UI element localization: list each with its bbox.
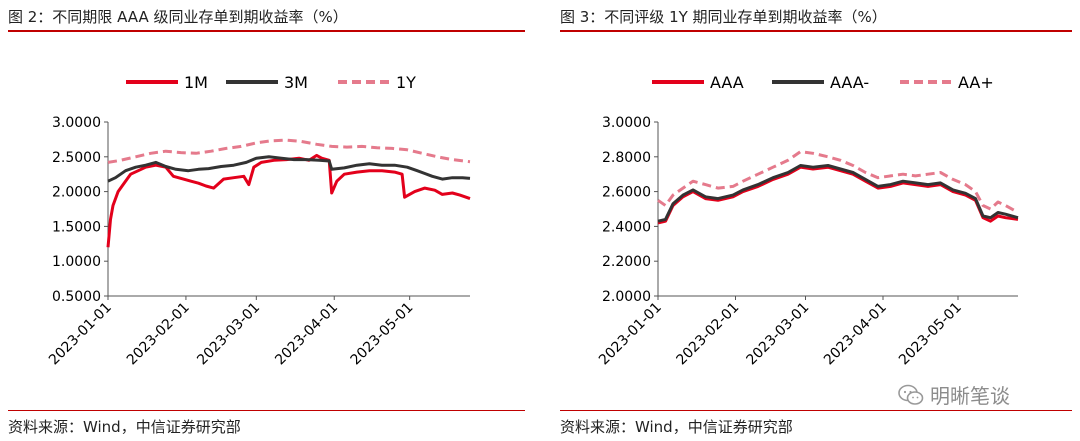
left-title-rule xyxy=(8,30,525,32)
series-line-AA+ xyxy=(657,150,1019,214)
left-source-rule xyxy=(8,410,525,411)
y-tick-label: 1.0000 xyxy=(52,254,101,270)
x-tick-label: 2023-03-01 xyxy=(743,300,812,369)
x-tick-label: 2023-03-01 xyxy=(194,300,263,369)
watermark-text: 明晰笔谈 xyxy=(930,384,1010,408)
y-tick-label: 3.0000 xyxy=(52,115,101,131)
x-tick-label: 2023-01-01 xyxy=(46,300,115,369)
x-tick-label: 2023-01-01 xyxy=(596,300,665,369)
legend-label-AA+: AA+ xyxy=(958,73,994,92)
series-line-AAA xyxy=(657,165,1019,225)
watermark: 明晰笔谈 xyxy=(898,380,1010,409)
x-tick-label: 2023-04-01 xyxy=(272,300,341,369)
wechat-icon xyxy=(898,384,924,405)
y-tick-label: 2.5000 xyxy=(52,150,101,166)
y-tick-label: 2.4000 xyxy=(602,219,651,235)
x-tick-label: 2023-02-01 xyxy=(673,300,742,369)
legend-label-1M: 1M xyxy=(184,73,208,92)
left-chart-title: 图 2：不同期限 AAA 级同业存单到期收益率（%） xyxy=(8,8,348,26)
right-chart-title: 图 3：不同评级 1Y 期同业存单到期收益率（%） xyxy=(560,8,887,26)
y-tick-label: 0.5000 xyxy=(52,289,101,305)
y-tick-label: 3.0000 xyxy=(602,115,651,131)
y-tick-label: 2.2000 xyxy=(602,254,651,270)
legend-label-AAA: AAA xyxy=(710,73,744,92)
x-tick-label: 2023-02-01 xyxy=(124,300,193,369)
series-line-1Y xyxy=(107,138,471,164)
x-tick-label: 2023-05-01 xyxy=(348,300,417,369)
series-line-3M xyxy=(107,155,471,183)
right-source-rule xyxy=(560,410,1072,411)
left-line-chart: 3.00002.50002.00001.50001.00000.50002023… xyxy=(46,73,471,369)
legend-label-3M: 3M xyxy=(284,73,308,92)
y-tick-label: 1.5000 xyxy=(52,219,101,235)
y-tick-label: 2.0000 xyxy=(602,289,651,305)
left-source-note: 资料来源：Wind，中信证券研究部 xyxy=(8,418,241,436)
y-tick-label: 2.6000 xyxy=(602,185,651,201)
right-source-note: 资料来源：Wind，中信证券研究部 xyxy=(560,418,793,436)
x-tick-label: 2023-05-01 xyxy=(896,300,965,369)
x-tick-label: 2023-04-01 xyxy=(821,300,890,369)
y-tick-label: 2.8000 xyxy=(602,150,651,166)
legend-label-AAA-: AAA- xyxy=(830,73,869,92)
right-title-rule xyxy=(560,30,1072,32)
y-tick-label: 2.0000 xyxy=(52,185,101,201)
legend-label-1Y: 1Y xyxy=(396,73,416,92)
right-line-chart: 3.00002.80002.60002.40002.20002.00002023… xyxy=(596,73,1019,369)
series-line-AAA- xyxy=(657,164,1019,223)
series-line-1M xyxy=(106,153,471,248)
